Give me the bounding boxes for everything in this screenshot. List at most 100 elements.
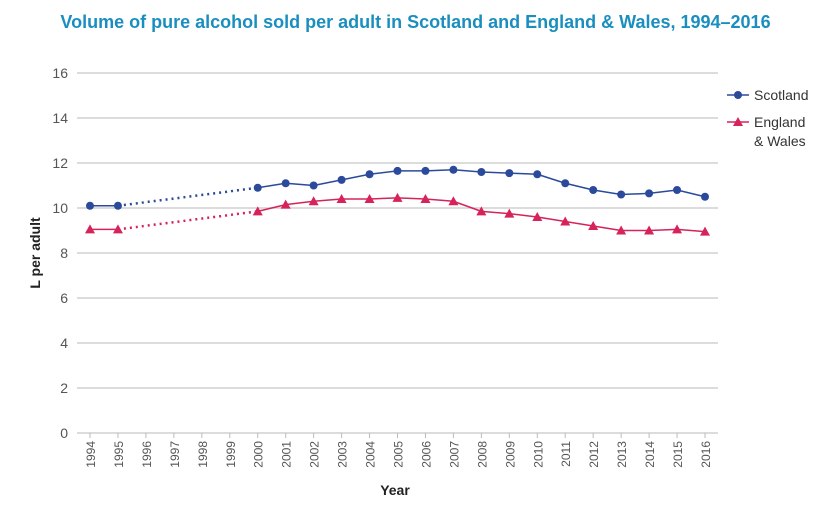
series-line	[676, 189, 706, 198]
y-tick-label: 14	[52, 110, 68, 126]
series-line	[509, 212, 538, 218]
series-line	[649, 189, 678, 195]
series-line	[425, 169, 454, 172]
data-point-england-wales	[616, 225, 627, 235]
x-tick-label: 2005	[392, 441, 406, 468]
x-tick-label: 2003	[336, 441, 350, 468]
data-point-scotland	[589, 186, 598, 194]
series-line	[313, 179, 342, 187]
y-tick-label: 2	[60, 380, 68, 396]
data-point-england-wales	[336, 194, 347, 203]
x-tick-label: 1997	[168, 441, 182, 468]
data-point-england-wales	[252, 206, 263, 216]
data-point-scotland	[533, 170, 542, 179]
x-tick-label: 2004	[364, 441, 378, 468]
y-tick-label: 0	[60, 425, 68, 441]
data-point-scotland	[617, 190, 626, 199]
series-line	[565, 220, 594, 227]
series-line	[285, 200, 314, 206]
legend-marker	[734, 91, 742, 99]
data-point-england-wales	[504, 208, 515, 218]
data-point-scotland	[561, 179, 570, 188]
data-point-scotland	[393, 166, 402, 175]
series-gap-line	[117, 210, 258, 231]
x-tick-label: 2007	[447, 441, 461, 468]
series-line	[369, 197, 398, 200]
x-tick-label: 1994	[84, 441, 98, 468]
series-line	[593, 225, 622, 232]
data-point-england-wales	[532, 212, 543, 221]
series-line	[649, 228, 678, 232]
data-point-scotland	[673, 186, 682, 194]
y-tick-label: 16	[52, 65, 68, 81]
y-tick-label: 4	[60, 335, 68, 351]
series-line	[481, 210, 510, 215]
data-point-scotland	[701, 192, 709, 201]
data-point-scotland	[253, 183, 262, 192]
data-point-england-wales	[112, 224, 123, 234]
series-line	[369, 170, 398, 175]
chart-title: Volume of pure alcohol sold per adult in…	[60, 12, 771, 32]
y-tick-label: 10	[52, 200, 68, 216]
legend-marker	[733, 117, 743, 126]
series-line	[257, 203, 286, 213]
data-point-england-wales	[85, 224, 95, 234]
data-point-scotland	[281, 179, 290, 188]
data-point-scotland	[113, 201, 122, 210]
x-tick-label: 2006	[419, 441, 433, 468]
data-point-england-wales	[672, 224, 683, 234]
series-line	[257, 182, 286, 189]
x-tick-label: 2002	[308, 441, 322, 468]
y-tick-label: 12	[52, 155, 68, 171]
series-line	[341, 173, 370, 181]
x-tick-label: 2013	[615, 441, 629, 468]
series-line	[537, 173, 566, 184]
y-tick-label: 8	[60, 245, 68, 261]
x-tick-label: 1996	[140, 441, 154, 468]
series-line	[397, 197, 426, 200]
x-tick-label: 2016	[699, 441, 713, 468]
y-tick-label: 6	[60, 290, 68, 306]
x-tick-label: 2015	[671, 441, 685, 468]
data-point-england-wales	[476, 206, 487, 216]
x-tick-label: 2001	[280, 441, 294, 468]
series-line	[425, 198, 454, 202]
series-gap-line	[117, 186, 258, 207]
data-point-england-wales	[448, 196, 459, 206]
series-line	[537, 216, 566, 223]
data-point-england-wales	[392, 192, 403, 202]
series-line	[509, 172, 538, 175]
x-tick-label: 1995	[112, 441, 126, 468]
data-point-scotland	[421, 166, 430, 175]
series-line	[453, 200, 482, 213]
y-axis-label: L per adult	[27, 217, 43, 289]
data-point-scotland	[477, 168, 486, 176]
x-tick-label: 1998	[196, 441, 210, 468]
legend-label: Scotland	[754, 87, 808, 103]
data-point-england-wales	[280, 199, 291, 209]
data-point-scotland	[365, 170, 374, 179]
series-line	[565, 182, 594, 191]
legend-label: & Wales	[754, 133, 806, 149]
data-point-england-wales	[700, 226, 710, 236]
data-point-scotland	[645, 189, 654, 198]
data-point-england-wales	[308, 196, 319, 206]
x-tick-label: 2009	[503, 441, 517, 468]
series-line	[593, 189, 622, 196]
data-point-scotland	[309, 181, 318, 190]
x-tick-label: 2008	[475, 441, 489, 468]
data-point-england-wales	[364, 194, 375, 203]
x-tick-label: 2012	[587, 441, 601, 468]
series-line	[676, 228, 706, 233]
series-line	[481, 171, 510, 174]
series-line	[453, 169, 482, 173]
x-tick-label: 1999	[224, 441, 238, 468]
data-point-scotland	[449, 165, 458, 174]
series-line	[285, 182, 314, 187]
data-point-england-wales	[644, 225, 655, 235]
x-tick-label: 2014	[643, 441, 657, 468]
series-line	[621, 192, 650, 196]
legend-label: England	[754, 114, 805, 130]
